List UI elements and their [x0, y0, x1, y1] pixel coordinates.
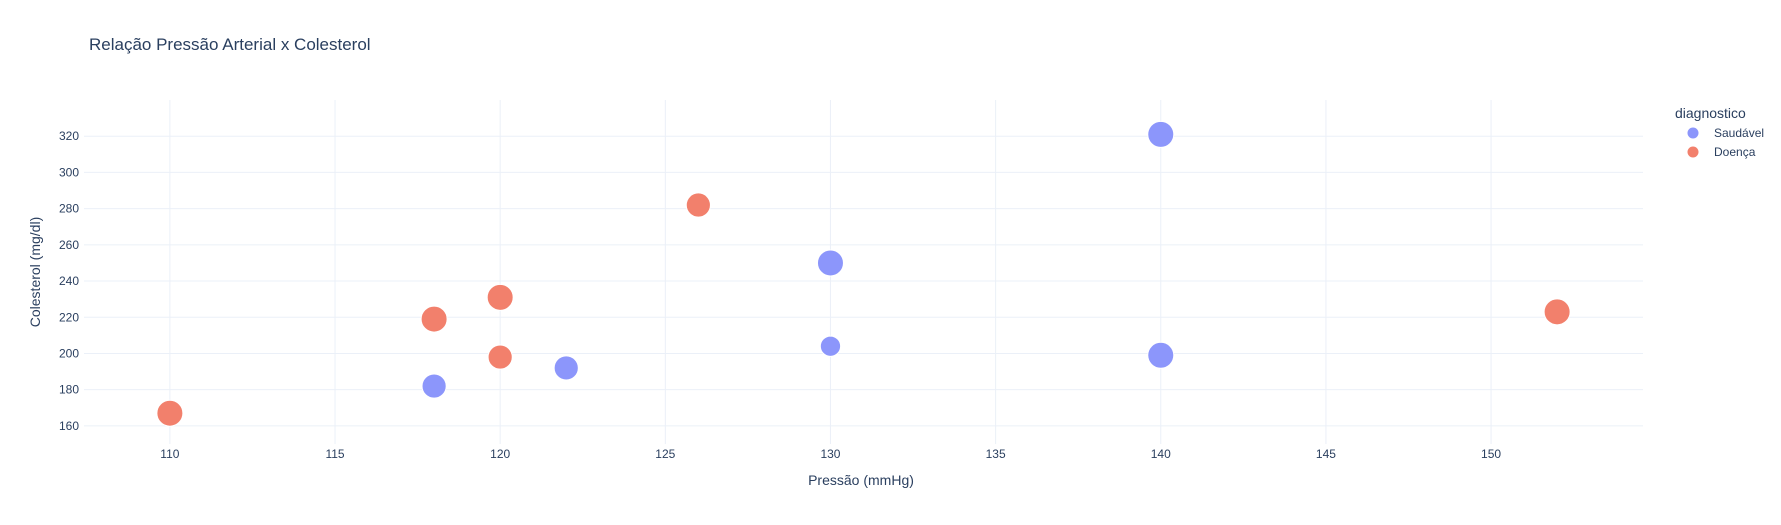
y-tick-label: 260 [59, 238, 79, 252]
x-tick-label: 110 [160, 447, 179, 461]
y-tick-label: 280 [59, 202, 79, 216]
data-point[interactable] [156, 399, 184, 427]
x-tick-label: 130 [820, 447, 840, 461]
data-point[interactable] [819, 335, 842, 357]
legend-items: Saudável Doença [1687, 126, 1764, 159]
x-axis-ticks: 110 115 120 125 130 135 140 145 150 [160, 447, 1501, 461]
y-tick-label: 160 [59, 419, 79, 433]
legend-label[interactable]: Doença [1714, 145, 1756, 159]
legend: diagnostico Saudável Doença [1675, 105, 1764, 159]
y-axis-title: Colesterol (mg/dl) [27, 217, 43, 327]
y-tick-label: 320 [59, 129, 79, 143]
series-saudavel [421, 120, 1175, 399]
x-tick-label: 115 [325, 447, 344, 461]
data-point[interactable] [1147, 341, 1175, 369]
legend-label[interactable]: Saudável [1714, 126, 1764, 140]
data-point[interactable] [487, 344, 513, 370]
data-point[interactable] [816, 249, 844, 277]
legend-marker[interactable] [1687, 127, 1699, 139]
data-point[interactable] [685, 192, 711, 218]
x-tick-label: 150 [1481, 447, 1501, 461]
data-point[interactable] [420, 305, 448, 333]
data-point[interactable] [1543, 298, 1571, 326]
y-tick-label: 200 [59, 346, 79, 360]
data-point[interactable] [421, 373, 447, 399]
grid-lines [84, 100, 1643, 444]
y-tick-label: 220 [59, 310, 79, 324]
x-tick-label: 135 [986, 447, 1006, 461]
x-tick-label: 120 [490, 447, 510, 461]
x-tick-label: 125 [655, 447, 675, 461]
data-points [156, 120, 1571, 427]
series-doenca [156, 192, 1571, 427]
data-point[interactable] [1147, 120, 1175, 148]
x-tick-label: 140 [1151, 447, 1171, 461]
data-point[interactable] [553, 355, 579, 381]
data-point[interactable] [486, 283, 514, 311]
x-tick-label: 145 [1316, 447, 1336, 461]
chart-title: Relação Pressão Arterial x Colesterol [89, 35, 371, 54]
legend-marker[interactable] [1687, 146, 1699, 158]
x-axis-title: Pressão (mmHg) [808, 472, 914, 488]
legend-title: diagnostico [1675, 105, 1746, 121]
y-tick-label: 240 [59, 274, 79, 288]
y-tick-label: 300 [59, 165, 79, 179]
y-tick-label: 180 [59, 383, 79, 397]
y-axis-ticks: 160 180 200 220 240 260 280 300 320 [59, 129, 79, 433]
